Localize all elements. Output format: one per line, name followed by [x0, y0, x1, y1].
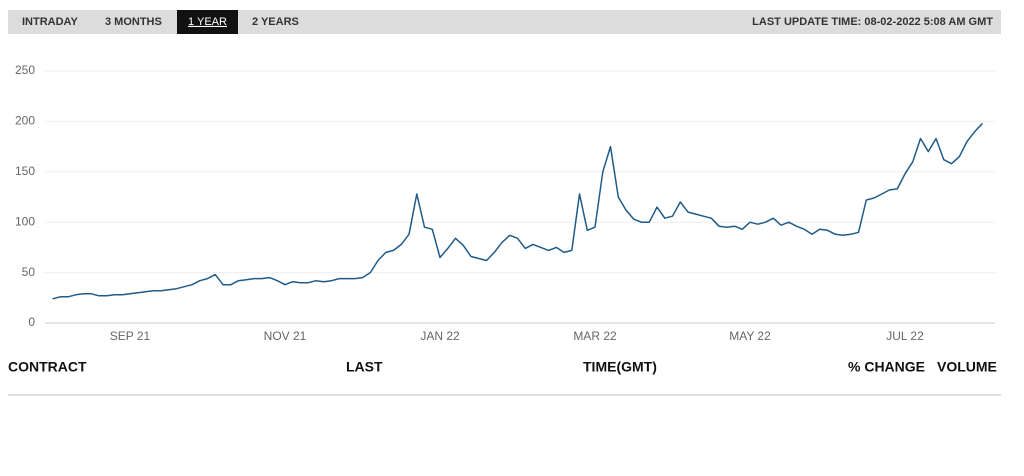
table-header: VOLUME — [937, 359, 997, 375]
y-tick-label: 200 — [15, 114, 35, 128]
x-tick-label: JUL 22 — [886, 329, 924, 343]
x-tick-label: SEP 21 — [110, 329, 151, 343]
tab[interactable]: 1 YEAR — [188, 16, 227, 28]
tab[interactable]: 3 MONTHS — [105, 16, 162, 28]
toolbar — [8, 10, 1001, 34]
price-line — [52, 122, 984, 300]
y-tick-label: 250 — [15, 63, 35, 77]
y-tick-label: 0 — [28, 315, 35, 329]
tab[interactable]: INTRADAY — [22, 16, 78, 28]
tab[interactable]: 2 YEARS — [252, 16, 299, 28]
x-tick-label: JAN 22 — [420, 329, 460, 343]
last-update: LAST UPDATE TIME: 08-02-2022 5:08 AM GMT — [752, 16, 993, 28]
x-tick-label: MAR 22 — [573, 329, 617, 343]
table-header: TIME(GMT) — [583, 359, 657, 375]
y-tick-label: 150 — [15, 164, 35, 178]
y-tick-label: 100 — [15, 214, 35, 228]
x-tick-label: NOV 21 — [264, 329, 307, 343]
tab-active-bg — [177, 10, 238, 34]
table-header: LAST — [346, 359, 383, 375]
x-tick-label: MAY 22 — [729, 329, 771, 343]
table-header: CONTRACT — [8, 359, 87, 375]
table-header: % CHANGE — [848, 359, 925, 375]
y-tick-label: 50 — [22, 265, 36, 279]
